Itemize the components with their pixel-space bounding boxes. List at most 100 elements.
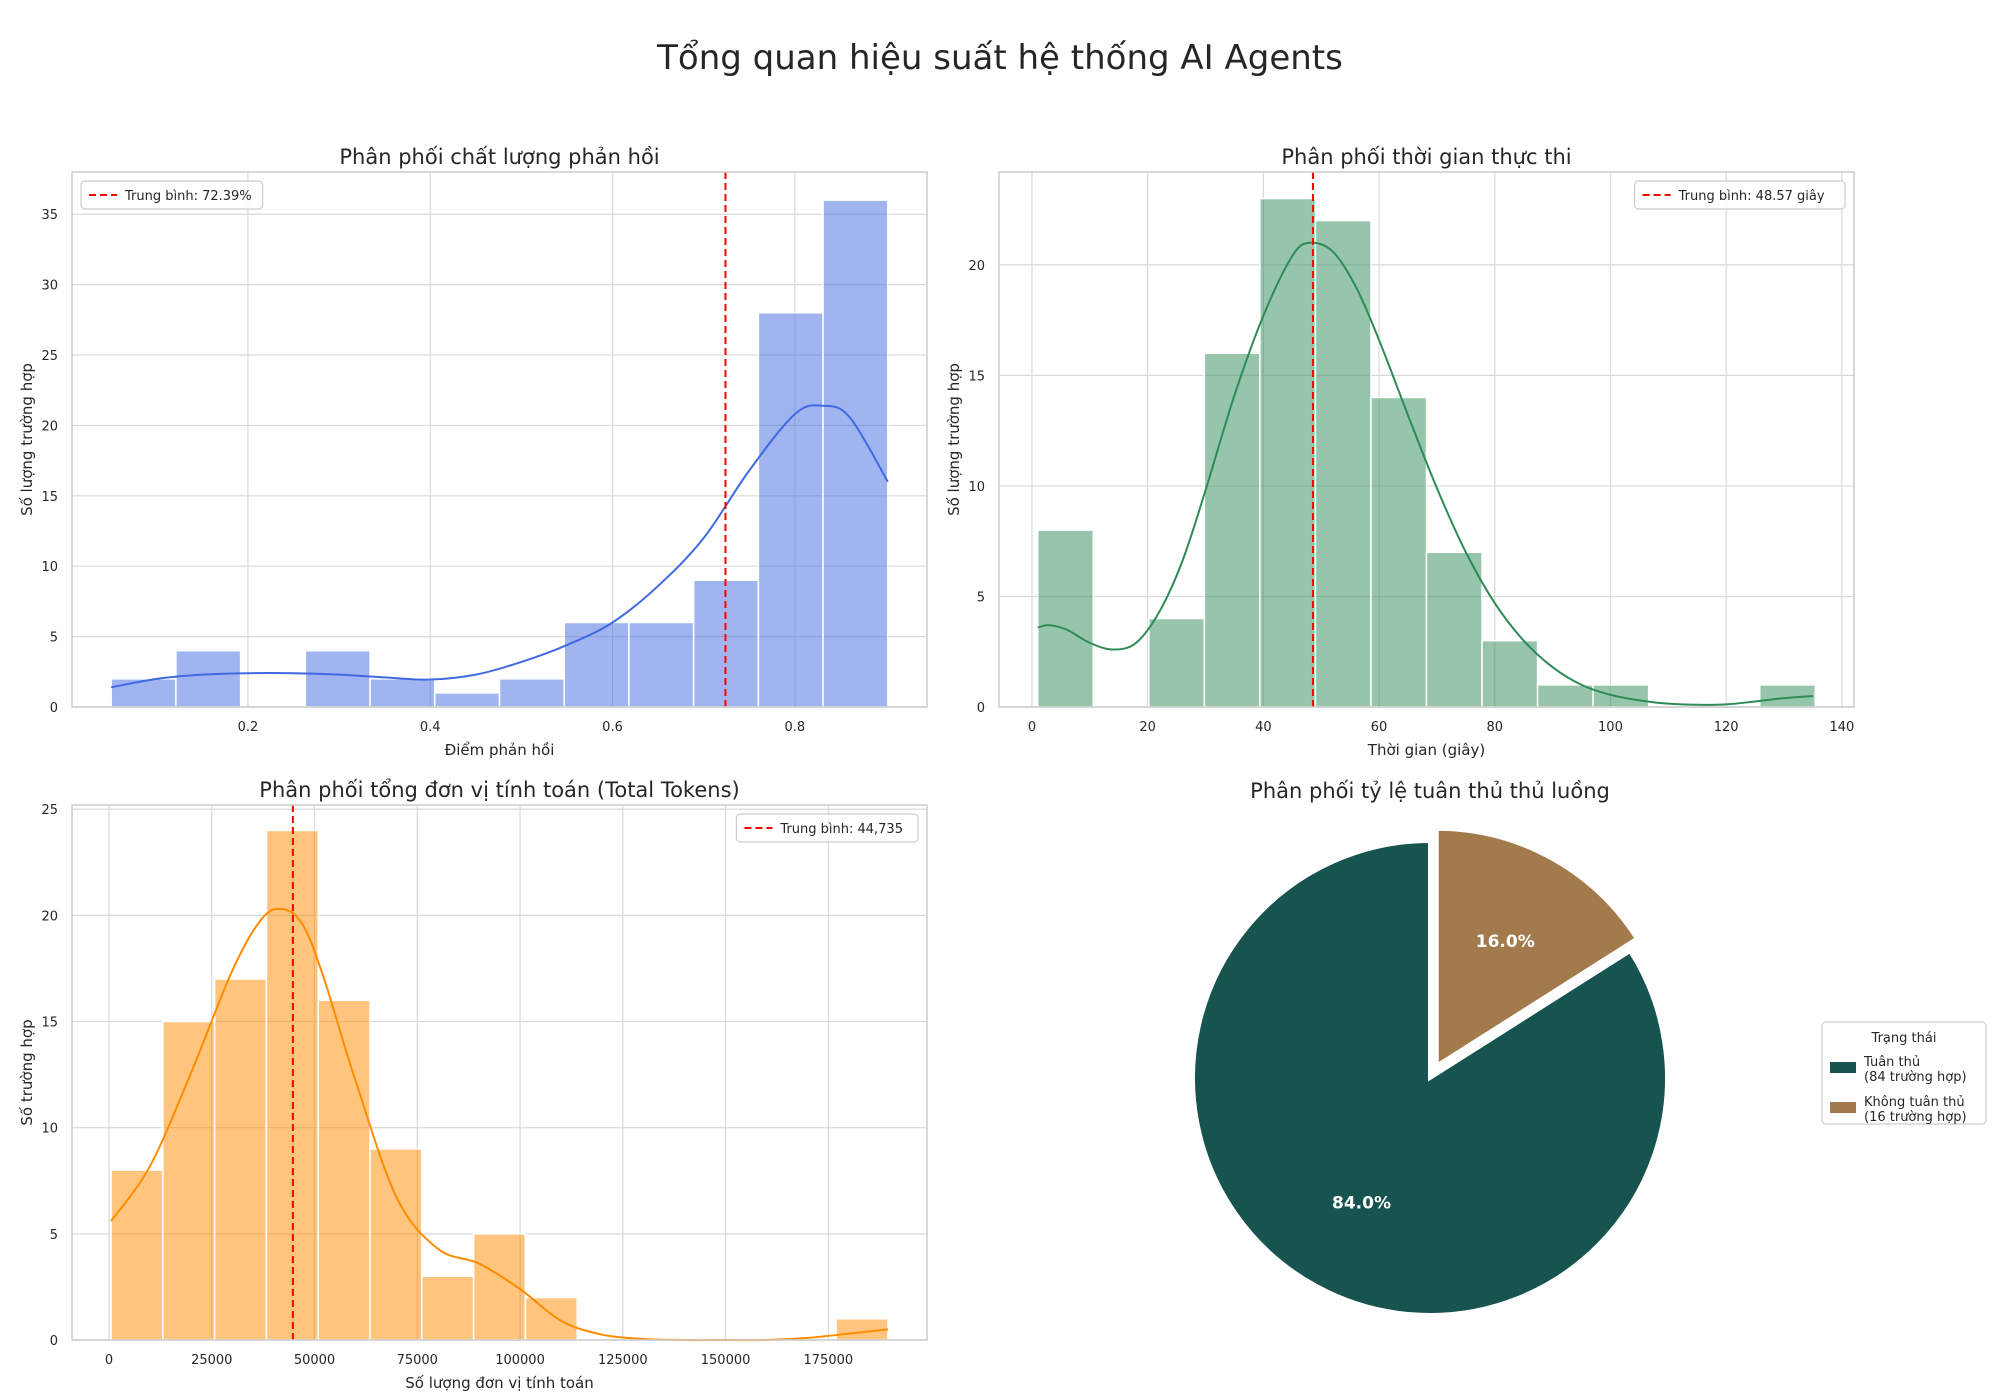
chart-title: Phân phối thời gian thực thi xyxy=(1281,145,1571,169)
axes-frame xyxy=(998,171,1855,708)
x-tick-label: 0.8 xyxy=(784,720,805,735)
histogram-bar xyxy=(524,1296,578,1341)
histogram-bar xyxy=(1148,617,1206,708)
x-tick-label: 20 xyxy=(1139,720,1156,735)
histogram-bar xyxy=(110,1169,164,1341)
x-tick-label: 25000 xyxy=(191,1353,232,1368)
x-tick-label: 150000 xyxy=(701,1353,751,1368)
pie-percent-label: 16.0% xyxy=(1476,932,1535,952)
kde-curve xyxy=(111,404,889,689)
histogram-bar xyxy=(692,579,760,708)
kde-curve xyxy=(1037,241,1814,706)
x-tick-label: 40 xyxy=(1255,720,1272,735)
chart-title: Phân phối tỷ lệ tuân thủ thủ luồng xyxy=(1250,779,1610,803)
y-axis-label: Số lượng trường hợp xyxy=(945,363,963,516)
histogram-bar xyxy=(369,1148,423,1341)
y-axis-label: Số lượng trường hợp xyxy=(18,363,36,516)
y-tick-label: 0 xyxy=(977,701,985,716)
histogram-bar xyxy=(213,978,268,1341)
y-axis-label: Số trường hợp xyxy=(18,1019,36,1125)
x-tick-label: 125000 xyxy=(598,1353,648,1368)
y-tick-label: 5 xyxy=(50,631,58,646)
histogram-bar xyxy=(1592,684,1650,708)
x-tick-label: 80 xyxy=(1486,720,1503,735)
histogram-bar xyxy=(1481,639,1539,708)
histogram-chart-2: 0 20 40 60 80 100 120 140 0 5 10 15 20 Phân phối thời… xyxy=(945,145,1855,759)
axes-frame xyxy=(71,171,928,708)
legend-box xyxy=(1633,180,1846,210)
legend-label: (16 trường hợp) xyxy=(1864,1110,1967,1125)
y-tick-label: 35 xyxy=(41,208,58,223)
histogram-bar xyxy=(175,649,242,708)
y-tick-label: 25 xyxy=(41,803,58,818)
x-tick-label: 140 xyxy=(1829,720,1854,735)
x-tick-label: 175000 xyxy=(804,1353,854,1368)
y-tick-label: 30 xyxy=(41,279,58,294)
histogram-bar xyxy=(369,678,436,708)
histogram-chart-3: 0 25000 50000 75000 100000 125000 150000 175000… xyxy=(18,778,928,1392)
histogram-bar xyxy=(498,678,565,708)
legend-swatch xyxy=(1830,1102,1856,1113)
histogram-bar xyxy=(317,999,371,1341)
chart-title: Phân phối tổng đơn vị tính toán (Total T… xyxy=(259,778,739,802)
y-tick-label: 15 xyxy=(41,1016,58,1031)
legend-box xyxy=(80,180,264,210)
x-tick-label: 50000 xyxy=(294,1353,335,1368)
histogram-bar xyxy=(304,649,371,708)
x-tick-label: 0 xyxy=(1028,720,1036,735)
axes-frame xyxy=(71,804,928,1341)
y-tick-label: 20 xyxy=(41,419,58,434)
histogram-bar xyxy=(757,312,824,708)
x-tick-label: 0.2 xyxy=(238,720,259,735)
legend-label: Không tuân thủ xyxy=(1864,1095,1965,1110)
legend-swatch xyxy=(1830,1062,1856,1073)
legend: Trung bình: 48.57 giây xyxy=(1633,180,1846,210)
y-tick-label: 10 xyxy=(968,480,985,495)
legend: Trạng thái Tuân thủ(84 trường hợp) Không t… xyxy=(1821,1021,1987,1125)
histogram-bar xyxy=(1425,551,1483,708)
histogram-bar xyxy=(434,692,501,708)
y-tick-label: 0 xyxy=(50,1334,58,1349)
y-tick-label: 25 xyxy=(41,349,58,364)
legend-box xyxy=(735,813,919,843)
x-tick-label: 100000 xyxy=(495,1353,545,1368)
legend: Trung bình: 44,735 xyxy=(735,813,919,843)
legend-label: Trung bình: 72.39% xyxy=(124,189,252,204)
y-tick-label: 20 xyxy=(968,259,985,274)
y-tick-label: 20 xyxy=(41,909,58,924)
legend-label: Trung bình: 44,735 xyxy=(779,822,903,837)
y-tick-label: 15 xyxy=(41,490,58,505)
chart-title: Phân phối chất lượng phản hồi xyxy=(339,145,659,169)
histogram-bar xyxy=(628,621,695,708)
figure-title: Tổng quan hiệu suất hệ thống AI Agents xyxy=(657,38,1343,78)
x-axis-label: Điểm phản hồi xyxy=(445,741,555,759)
x-tick-label: 100 xyxy=(1598,720,1623,735)
histogram-bar xyxy=(162,1020,216,1341)
legend-box xyxy=(1821,1021,1987,1125)
pie-slice xyxy=(1434,826,1640,1070)
histogram-bar xyxy=(421,1275,475,1341)
histogram-chart-1: 0.2 0.4 0.6 0.8 0 5 10 15 20 25 30 35 Phân phối chất… xyxy=(18,145,928,759)
y-tick-label: 10 xyxy=(41,1122,58,1137)
histogram-bar xyxy=(563,621,630,708)
histogram-bar xyxy=(110,678,177,708)
y-tick-label: 0 xyxy=(50,701,58,716)
x-tick-label: 0.6 xyxy=(602,720,623,735)
legend-label: (84 trường hợp) xyxy=(1864,1070,1967,1085)
histogram-bar xyxy=(1203,352,1261,708)
x-tick-label: 0 xyxy=(105,1353,113,1368)
y-tick-label: 15 xyxy=(968,369,985,384)
histogram-bar xyxy=(822,199,889,708)
x-tick-label: 60 xyxy=(1371,720,1388,735)
x-tick-label: 120 xyxy=(1714,720,1739,735)
histogram-bar xyxy=(1037,529,1095,708)
legend-label: Trung bình: 48.57 giây xyxy=(1678,189,1825,204)
x-axis-label: Thời gian (giây) xyxy=(1367,741,1485,759)
histogram-bar xyxy=(1259,197,1317,708)
y-tick-label: 5 xyxy=(977,590,985,605)
legend-title: Trạng thái xyxy=(1871,1031,1937,1046)
pie-percent-label: 84.0% xyxy=(1332,1194,1391,1214)
pie-chart: Phân phối tỷ lệ tuân thủ thủ luồng 84.0% 1… xyxy=(1191,779,1987,1317)
